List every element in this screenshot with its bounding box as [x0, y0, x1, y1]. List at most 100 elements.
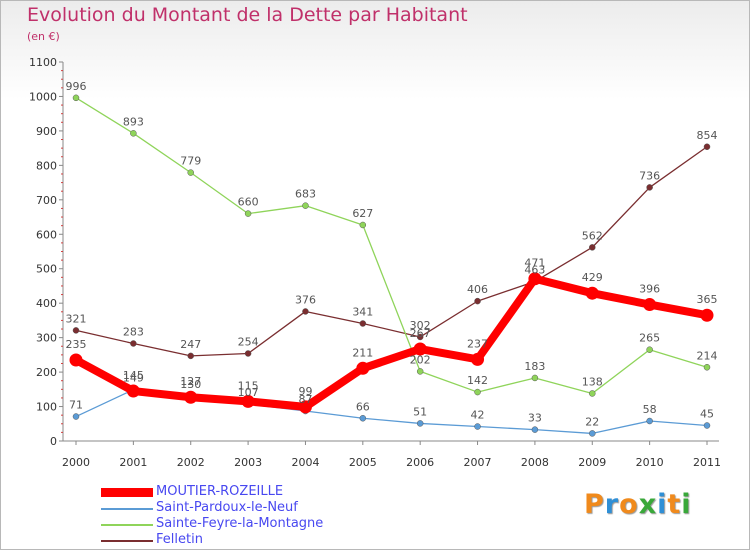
- data-label: 893: [123, 115, 144, 128]
- legend-item-sainte-feyre: Sainte-Feyre-la-Montagne: [101, 516, 401, 533]
- data-label: 45: [700, 407, 714, 420]
- x-tick-label: 2008: [521, 456, 549, 469]
- x-tick-label: 2007: [464, 456, 492, 469]
- y-tick-label: 1100: [29, 56, 57, 69]
- x-tick-label: 2001: [119, 456, 147, 469]
- x-tick-label: 2004: [291, 456, 319, 469]
- data-label: 406: [467, 283, 488, 296]
- data-label: 429: [582, 271, 603, 284]
- data-point: [184, 390, 198, 404]
- data-point: [298, 400, 312, 414]
- data-point: [703, 143, 711, 151]
- data-label: 211: [352, 346, 373, 359]
- data-label: 107: [238, 386, 259, 399]
- legend-swatch: [101, 488, 153, 497]
- chart-subtitle: (en €): [27, 30, 60, 43]
- data-point: [72, 413, 80, 420]
- data-label: 627: [352, 207, 373, 220]
- data-point: [72, 94, 80, 102]
- data-point: [241, 394, 255, 408]
- series-layer: [69, 94, 714, 437]
- data-label: 779: [180, 155, 201, 168]
- data-point: [703, 364, 711, 371]
- legend-item-felletin: Felletin: [101, 532, 401, 549]
- y-tick-label: 900: [36, 125, 57, 138]
- logo-letter: r: [604, 489, 620, 520]
- y-tick-label: 100: [36, 401, 57, 414]
- data-point: [244, 210, 252, 217]
- legend-item-moutier: MOUTIER-ROZEILLE: [101, 484, 401, 501]
- y-tick-label: 1000: [29, 90, 57, 103]
- data-label: 267: [410, 327, 431, 340]
- data-label: 145: [123, 369, 144, 382]
- data-point: [589, 244, 596, 251]
- x-tick-label: 2006: [406, 456, 434, 469]
- logo-letter: x: [638, 489, 658, 520]
- logo-letter: t: [667, 489, 682, 520]
- x-tick-label: 2000: [62, 456, 90, 469]
- data-point: [589, 390, 596, 397]
- y-tick-label: 500: [36, 263, 57, 276]
- data-point: [531, 426, 539, 433]
- data-point: [585, 286, 599, 300]
- labels-layer: 235 145 127 115 99 211 267 237 471 429 396 365 71 149…: [66, 80, 718, 429]
- legend-label: Sainte-Feyre-la-Montagne: [156, 516, 324, 531]
- data-point: [126, 384, 140, 398]
- y-tick-label: 600: [36, 228, 57, 241]
- data-point: [416, 420, 424, 427]
- chart-title: Evolution du Montant de la Dette par Hab…: [27, 4, 468, 26]
- data-point: [187, 352, 194, 360]
- data-label: 138: [582, 375, 603, 388]
- data-label: 365: [697, 293, 718, 306]
- data-label: 149: [123, 372, 144, 385]
- data-label: 854: [697, 129, 718, 142]
- data-label: 202: [410, 353, 431, 366]
- data-label: 235: [66, 338, 87, 351]
- data-label: 42: [471, 409, 485, 422]
- data-label: 71: [69, 399, 83, 412]
- data-label: 183: [524, 360, 545, 373]
- x-tick-label: 2002: [177, 456, 205, 469]
- legend-label: Saint-Pardoux-le-Neuf: [156, 500, 298, 515]
- data-label: 127: [180, 375, 201, 388]
- data-label: 142: [467, 374, 488, 387]
- data-label: 87: [298, 393, 312, 406]
- data-point: [646, 184, 653, 191]
- logo-letter: i: [681, 489, 692, 520]
- data-point: [359, 415, 367, 422]
- data-point: [359, 320, 367, 327]
- legend: MOUTIER-ROZEILLE Saint-Pardoux-le-Neuf S…: [101, 484, 401, 549]
- series-line-0: [72, 274, 711, 411]
- data-label: 283: [123, 325, 144, 338]
- data-point: [646, 346, 653, 353]
- data-point: [130, 340, 137, 347]
- data-label: 58: [643, 403, 657, 416]
- data-label: 254: [238, 335, 259, 348]
- data-point: [700, 308, 714, 322]
- data-label: 302: [410, 319, 431, 332]
- x-tick-label: 2009: [578, 456, 606, 469]
- data-point: [474, 423, 481, 430]
- logo-letter: i: [657, 489, 668, 520]
- proxiti-logo: Proxiti: [584, 489, 692, 520]
- data-point: [302, 308, 309, 315]
- x-tick-label: 2010: [636, 456, 664, 469]
- data-point: [69, 353, 83, 367]
- data-point: [356, 361, 370, 375]
- data-label: 265: [639, 332, 660, 345]
- data-label: 341: [352, 306, 373, 319]
- data-point: [643, 298, 657, 312]
- data-label: 66: [356, 400, 370, 413]
- y-tick-label: 200: [36, 366, 57, 379]
- legend-swatch: [101, 524, 153, 526]
- data-point: [416, 333, 424, 341]
- data-point: [130, 130, 137, 137]
- data-label: 321: [66, 312, 87, 325]
- data-label: 376: [295, 293, 316, 306]
- line-chart: 0 100 200 300 400 500 600 700 800 900 1000 1100 2000…: [29, 56, 721, 469]
- data-point: [531, 374, 539, 382]
- data-label: 51: [413, 405, 427, 418]
- data-label: 22: [585, 415, 599, 428]
- data-point: [589, 430, 596, 437]
- data-label: 115: [238, 379, 259, 392]
